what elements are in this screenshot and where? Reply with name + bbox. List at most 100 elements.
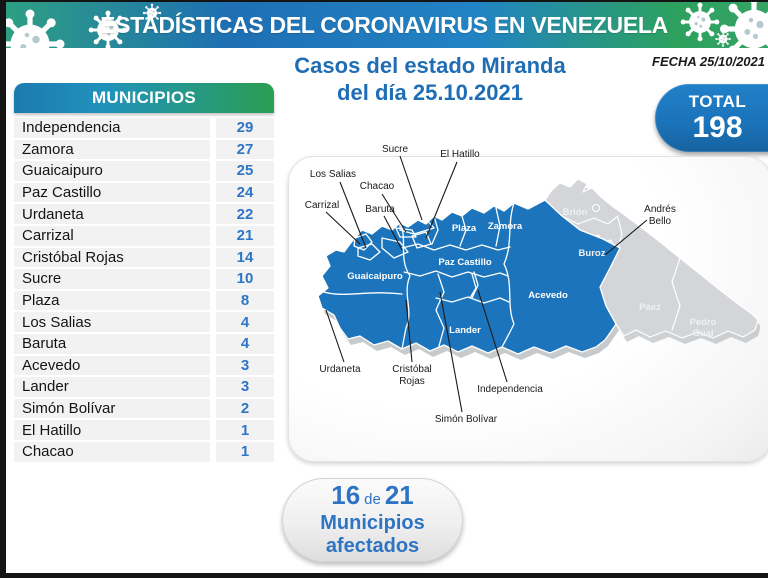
municipality-name: Simón Bolívar: [14, 398, 210, 419]
municipality-name: Los Salias: [14, 312, 210, 332]
table-row: El Hatillo 1: [14, 420, 274, 440]
municipality-value: 27: [216, 139, 274, 160]
municipality-name: Sucre: [14, 269, 210, 289]
municipality-value: 14: [216, 247, 274, 268]
municipality-name: Carrizal: [14, 225, 210, 246]
map-label-paz-castillo: Paz Castillo: [438, 257, 492, 268]
affected-word-afectados: afectados: [325, 534, 420, 557]
table-row: Acevedo 3: [14, 355, 274, 376]
total-cases-badge: TOTAL 198: [655, 84, 768, 152]
map-label-acevedo: Acevedo: [528, 290, 568, 301]
page-title-line2: del día 25.10.2021: [337, 80, 523, 105]
table-header: MUNICIPIOS: [14, 83, 274, 113]
municipality-value: 1: [216, 420, 274, 440]
page-title-line1: Casos del estado Miranda: [294, 53, 566, 78]
municipality-name: Guaicaipuro: [14, 161, 210, 181]
municipality-value: 4: [216, 333, 274, 354]
virus-icon: [720, 2, 768, 48]
municipality-name: Baruta: [14, 333, 210, 354]
municipality-value: 8: [216, 290, 274, 311]
date-label: FECHA 25/10/2021: [652, 54, 765, 69]
header-banner: ESTADÍSTICAS DEL CORONAVIRUS EN VENEZUEL…: [0, 2, 768, 48]
map-callout-simon-bolivar: Simón Bolívar: [435, 414, 498, 425]
frame-left-border: [0, 0, 6, 578]
virus-icon: [0, 10, 65, 49]
municipality-value: 2: [216, 398, 274, 419]
map-callout-andres-bello: Bello: [649, 216, 672, 227]
map-callout-cristobal-rojas: Cristóbal: [392, 364, 431, 375]
map-callout-independencia: Independencia: [477, 384, 543, 395]
municipality-value: 24: [216, 182, 274, 203]
total-value: 198: [692, 111, 743, 144]
municipality-value: 3: [216, 355, 274, 376]
table-row: Independencia 29: [14, 118, 274, 138]
virus-icon: [714, 30, 732, 48]
affected-total: 21: [384, 479, 414, 510]
municipality-value: 4: [216, 312, 274, 332]
affected-separator: de: [364, 490, 381, 508]
municipality-value: 22: [216, 204, 274, 224]
affected-count-line: 16 de 21: [331, 479, 414, 512]
frame-top-border: [0, 0, 768, 2]
map-callout-carrizal: Carrizal: [305, 200, 339, 211]
table-row: Carrizal 21: [14, 225, 274, 246]
municipality-name: Paz Castillo: [14, 182, 210, 203]
map-callout-los-salias: Los Salias: [310, 169, 356, 180]
table-body: Independencia 29 Zamora 27 Guaicaipuro 25 P…: [14, 118, 274, 462]
table-row: Guaicaipuro 25: [14, 161, 274, 181]
map-label-plaza: Plaza: [452, 223, 477, 234]
municipality-name: Acevedo: [14, 355, 210, 376]
municipality-value: 29: [216, 118, 274, 138]
map-callout-el-hatillo: El Hatillo: [440, 149, 480, 160]
municipality-name: Plaza: [14, 290, 210, 311]
map-callout-chacao: Chacao: [360, 181, 395, 192]
map-label-buroz: Buroz: [579, 248, 606, 259]
table-row: Lander 3: [14, 377, 274, 397]
affected-count: 16: [331, 479, 361, 510]
municipality-name: El Hatillo: [14, 420, 210, 440]
map-label-pedro-gual: Pedro: [690, 317, 717, 328]
map-label-pedro-gual: Gual: [692, 328, 713, 339]
municipality-value: 21: [216, 225, 274, 246]
total-label: TOTAL: [688, 92, 747, 111]
map-callout-urdaneta: Urdaneta: [319, 364, 361, 375]
table-row: Plaza 8: [14, 290, 274, 311]
map-label-paez: Páez: [639, 302, 661, 313]
map-region-affected: [317, 199, 621, 355]
banner-title: ESTADÍSTICAS DEL CORONAVIRUS EN VENEZUEL…: [100, 11, 668, 38]
municipality-value: 25: [216, 161, 274, 181]
affected-word-municipios: Municipios: [320, 511, 425, 534]
table-row: Baruta 4: [14, 333, 274, 354]
map-callout-andres-bello: Andrés: [644, 204, 676, 215]
municipality-name: Zamora: [14, 139, 210, 160]
municipality-name: Cristóbal Rojas: [14, 247, 210, 268]
virus-icon: [679, 2, 721, 43]
municipality-value: 3: [216, 377, 274, 397]
map-callout-baruta: Baruta: [365, 204, 395, 215]
municipality-name: Lander: [14, 377, 210, 397]
frame-bottom-border: [0, 573, 768, 578]
table-row: Cristóbal Rojas 14: [14, 247, 274, 268]
map-label-lander: Lander: [449, 325, 481, 336]
table-row: Chacao 1: [14, 441, 274, 462]
municipality-name: Independencia: [14, 118, 210, 138]
map-label-zamora: Zamora: [488, 221, 523, 232]
table-row: Simón Bolívar 2: [14, 398, 274, 419]
miranda-choropleth-map: Plaza Zamora Paz Castillo Guaicaipuro Ac…: [305, 144, 760, 425]
table-row: Zamora 27: [14, 139, 274, 160]
map-callout-cristobal-rojas: Rojas: [399, 376, 425, 387]
map-label-brion: Brión: [563, 207, 588, 218]
municipios-table: MUNICIPIOS Independencia 29 Zamora 27 Guai…: [14, 83, 274, 464]
table-row: Paz Castillo 24: [14, 182, 274, 203]
municipality-value: 10: [216, 269, 274, 289]
table-row: Sucre 10: [14, 269, 274, 289]
municipality-name: Chacao: [14, 441, 210, 462]
map-callout-sucre: Sucre: [382, 144, 409, 155]
table-row: Los Salias 4: [14, 312, 274, 332]
page-title: Casos del estado Miranda del día 25.10.2…: [280, 52, 580, 106]
affected-municipios-badge: 16 de 21 Municipios afectados: [282, 478, 463, 562]
municipality-name: Urdaneta: [14, 204, 210, 224]
table-row: Urdaneta 22: [14, 204, 274, 224]
map-leader-lines: [325, 155, 648, 413]
